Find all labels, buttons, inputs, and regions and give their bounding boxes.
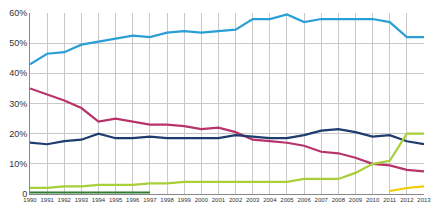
svg-text:0: 0 [22, 189, 27, 199]
svg-text:60%: 60% [9, 8, 27, 18]
svg-text:1993: 1993 [75, 197, 89, 203]
svg-text:1995: 1995 [109, 197, 123, 203]
svg-text:10%: 10% [9, 159, 27, 169]
svg-text:2011: 2011 [383, 197, 397, 203]
svg-text:2004: 2004 [263, 197, 277, 203]
svg-text:1996: 1996 [126, 197, 140, 203]
svg-text:1994: 1994 [92, 197, 106, 203]
svg-text:2012: 2012 [400, 197, 414, 203]
svg-text:2013: 2013 [417, 197, 431, 203]
svg-text:1999: 1999 [177, 197, 191, 203]
svg-text:40%: 40% [9, 68, 27, 78]
svg-text:30%: 30% [9, 99, 27, 109]
svg-text:2005: 2005 [280, 197, 294, 203]
svg-text:2008: 2008 [332, 197, 346, 203]
svg-text:2002: 2002 [229, 197, 243, 203]
svg-text:2009: 2009 [349, 197, 363, 203]
svg-text:1998: 1998 [160, 197, 174, 203]
svg-text:2006: 2006 [297, 197, 311, 203]
svg-text:1992: 1992 [58, 197, 72, 203]
svg-text:2003: 2003 [246, 197, 260, 203]
svg-text:1991: 1991 [40, 197, 54, 203]
svg-text:2010: 2010 [366, 197, 380, 203]
svg-text:1990: 1990 [23, 197, 37, 203]
svg-text:2000: 2000 [195, 197, 209, 203]
svg-text:2007: 2007 [315, 197, 329, 203]
svg-text:20%: 20% [9, 129, 27, 139]
svg-text:50%: 50% [9, 38, 27, 48]
svg-text:1997: 1997 [143, 197, 157, 203]
svg-text:2001: 2001 [212, 197, 226, 203]
